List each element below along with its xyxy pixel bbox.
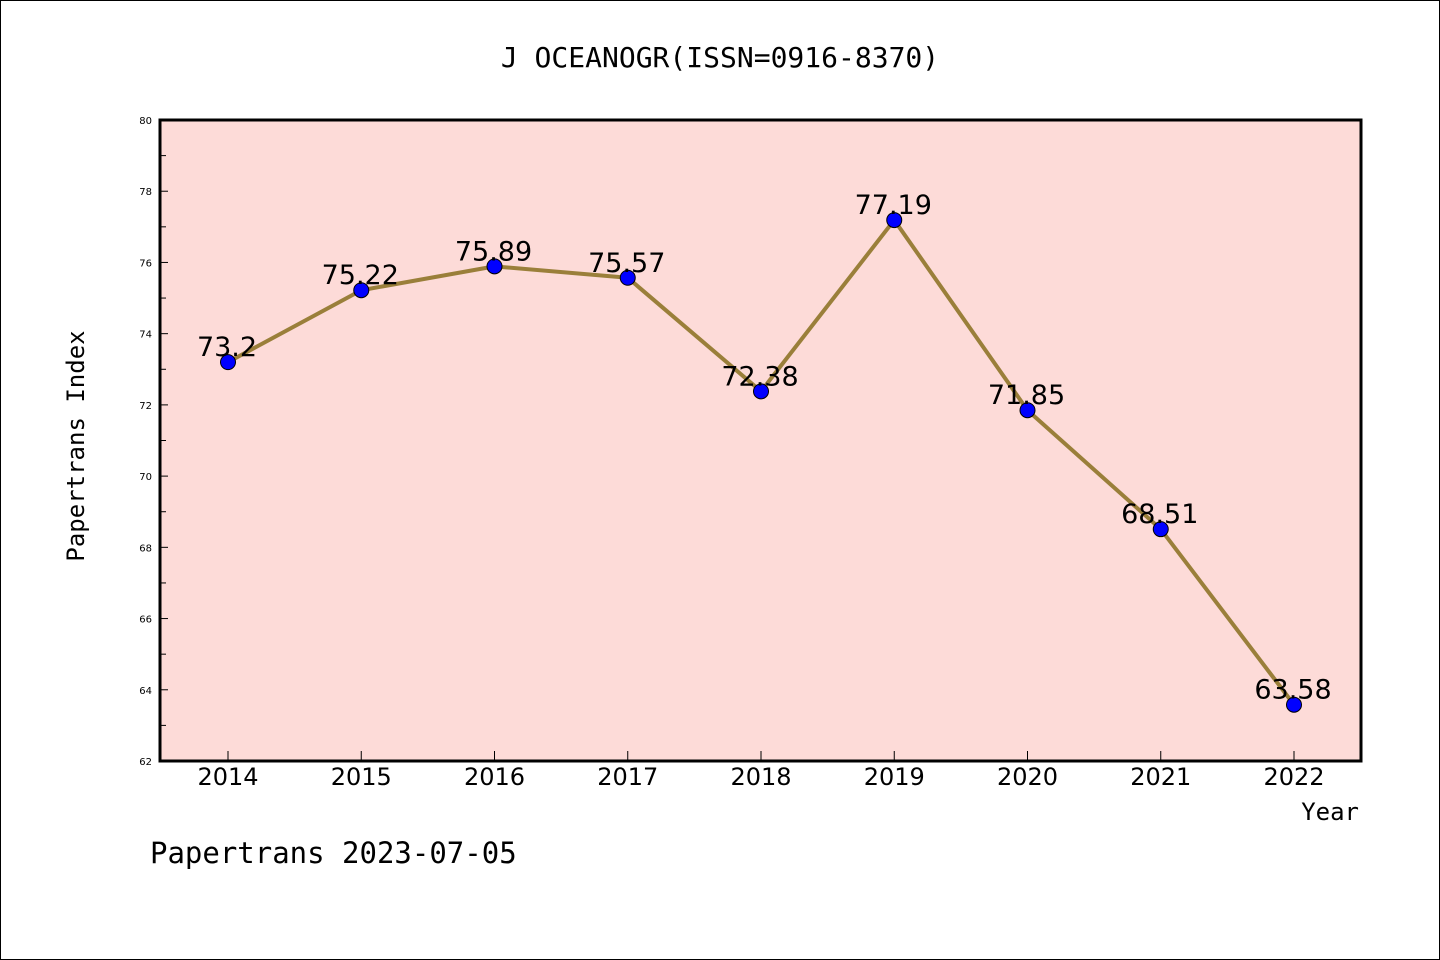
- y-tick-label: 62: [139, 757, 152, 768]
- data-label: 75.89: [455, 236, 532, 267]
- data-markers: [220, 212, 1302, 713]
- y-tick-label: 76: [139, 258, 152, 269]
- y-tick-label: 78: [139, 187, 152, 198]
- y-tick-label: 72: [139, 401, 152, 412]
- data-label: 73.2: [197, 332, 257, 363]
- x-tick-label: 2017: [597, 763, 658, 791]
- data-point-2018: [753, 383, 769, 400]
- x-tick-label: 2016: [464, 763, 525, 791]
- data-label: 68.51: [1121, 499, 1198, 530]
- y-tick-label: 64: [139, 686, 152, 697]
- x-tick-label: 2020: [997, 763, 1058, 791]
- x-tick-label: 2015: [331, 763, 392, 791]
- chart-title: J OCEANOGR(ISSN=0916-8370): [501, 41, 939, 74]
- data-point-2014: [220, 354, 236, 371]
- y-tick-label: 80: [139, 116, 152, 127]
- y-tick-label: 68: [139, 543, 152, 554]
- data-label: 63.58: [1254, 675, 1331, 706]
- data-label: 71.85: [988, 380, 1065, 411]
- x-tick-label: 2021: [1130, 763, 1191, 791]
- data-label: 77.19: [855, 190, 932, 221]
- data-point-2022: [1286, 696, 1302, 713]
- data-point-2016: [486, 258, 503, 275]
- y-axis: 62 64 66 68 70 72 74 76 78 80: [139, 116, 168, 768]
- x-axis: 2014 2015 2016 2017 2018 2019 2020 2021 2022: [197, 751, 1325, 791]
- data-point-2017: [619, 269, 636, 286]
- y-axis-label: Papertrans Index: [62, 330, 90, 561]
- data-point-2021: [1152, 521, 1169, 538]
- y-tick-label: 70: [139, 472, 152, 483]
- data-point-2020: [1019, 402, 1036, 419]
- data-point-2019: [886, 212, 903, 229]
- footer-note: Papertrans 2023-07-05: [150, 836, 517, 870]
- x-tick-label: 2018: [730, 763, 791, 791]
- data-label: 75.22: [322, 260, 399, 291]
- data-label: 72.38: [721, 361, 798, 392]
- data-point-2015: [353, 282, 370, 299]
- x-tick-label: 2019: [864, 763, 925, 791]
- x-tick-label: 2014: [197, 763, 258, 791]
- y-tick-label: 74: [139, 330, 152, 341]
- y-tick-label: 66: [139, 615, 152, 626]
- x-axis-label: Year: [1301, 798, 1359, 826]
- data-labels: 73.2 75.22 75.89 75.57 72.38 77.19 71.85 68.51 6…: [197, 190, 1332, 706]
- data-label: 75.57: [588, 248, 665, 279]
- plot-area: [158, 118, 1363, 763]
- x-tick-label: 2022: [1263, 763, 1324, 791]
